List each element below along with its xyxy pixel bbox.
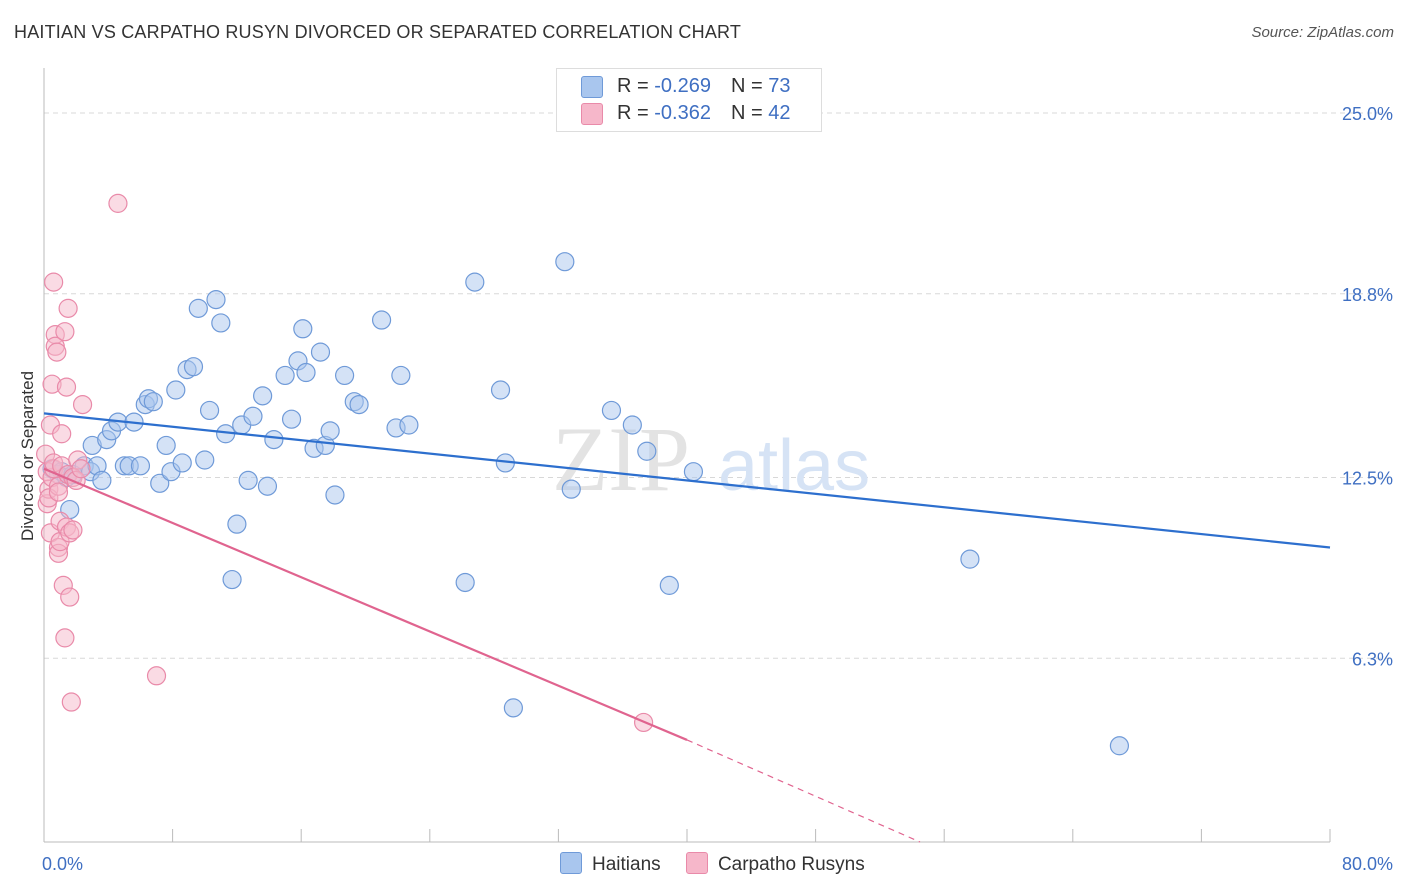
trend-layer (43, 412, 1331, 843)
haitian-point (275, 365, 295, 386)
haitian-point (130, 456, 151, 476)
legend-r-label: R = (617, 75, 655, 97)
series-swatch-pink (685, 852, 708, 874)
y-tick-label: 18.8% (1342, 285, 1393, 305)
haitian-point (206, 290, 226, 310)
series-name: Haitians (592, 854, 661, 875)
haitian-point (455, 572, 475, 593)
watermark-atlas: atlas (718, 426, 870, 506)
haitian-point (257, 476, 278, 496)
y-tick-label: 12.5% (1342, 468, 1393, 488)
y-tick-label: 6.3% (1352, 649, 1393, 669)
haitian-point (264, 429, 284, 450)
haitian-point (296, 362, 316, 383)
carpatho-point (61, 692, 81, 712)
carpatho-point (63, 520, 83, 540)
legend-r-value: -0.269 (654, 75, 711, 97)
series-legend: Haitians Carpatho Rusyns (560, 852, 885, 876)
haitian-point (683, 462, 704, 482)
series-swatch-blue (560, 852, 582, 874)
haitian-point (637, 441, 657, 461)
haitian-point (1109, 736, 1130, 756)
carpatho-point (108, 193, 128, 213)
legend-swatch-pink (581, 102, 603, 125)
haitian-point (92, 470, 112, 491)
x-tick-label-max: 80.0% (1342, 854, 1393, 874)
haitian-point (310, 342, 331, 362)
haitian-point (391, 365, 411, 386)
haitian-point (555, 252, 575, 272)
legend-n-value: 42 (768, 102, 791, 124)
carpatho-point (44, 272, 64, 292)
haitian-point (622, 415, 642, 435)
series-name: Carpatho Rusyns (717, 854, 865, 875)
haitian-point (960, 549, 980, 569)
series-legend-carpatho: Carpatho Rusyns (685, 852, 865, 876)
haitian-point (465, 272, 485, 292)
haitian-point (227, 514, 247, 534)
legend-r-value: -0.362 (654, 102, 711, 124)
carpatho-point (146, 666, 167, 686)
legend-row-haitians: R = -0.269 N = 73 (581, 75, 790, 99)
haitian-point (243, 406, 263, 426)
haitian-point (150, 473, 170, 493)
haitian-point (211, 313, 231, 333)
haitian-point (659, 575, 679, 595)
carpatho-point (52, 424, 72, 444)
haitian-point (183, 357, 204, 377)
haitian-point (503, 698, 523, 718)
haitian-point (188, 298, 208, 318)
haitian-point (143, 392, 163, 412)
haitian-point (172, 453, 192, 473)
source-label: Source: ZipAtlas.com (1251, 24, 1394, 41)
ticks-layer: 6.3% 12.5% 18.8% 25.0% 0.0% 80.0% (42, 104, 1393, 874)
grid-layer (44, 112, 1392, 659)
haitian-point (371, 310, 392, 330)
haitian-point (156, 435, 176, 456)
haitian-point (325, 485, 345, 505)
carpatho-point (58, 298, 78, 318)
haitian-point (490, 380, 511, 400)
carpatho-trend-extension (686, 739, 921, 843)
carpatho-point (48, 482, 69, 502)
carpatho-point (47, 342, 67, 362)
legend-n-label: N = (730, 102, 769, 124)
haitian-point (166, 380, 186, 400)
carpatho-point (55, 628, 75, 648)
haitian-point (601, 400, 622, 421)
legend-box: R = -0.269 N = 73 R = -0.362 N = 42 (556, 68, 822, 132)
haitian-point (195, 450, 215, 470)
haitian-point (253, 386, 273, 406)
haitian-point (281, 409, 302, 429)
haitian-point (293, 319, 313, 339)
haitian-point (238, 470, 258, 491)
haitian-point (335, 365, 355, 386)
haitian-trend-line (43, 412, 1331, 549)
carpatho-point (60, 587, 80, 607)
legend-swatch-blue (581, 75, 603, 98)
carpatho-point (71, 459, 91, 479)
points-layer (36, 193, 1130, 756)
legend-n-label: N = (730, 75, 769, 97)
haitian-point (561, 479, 581, 499)
carpatho-trend-line (43, 467, 688, 741)
carpatho-point (55, 322, 75, 342)
x-tick-label-min: 0.0% (42, 854, 83, 874)
y-axis-label: Divorced or Separated (18, 371, 37, 541)
haitian-point (320, 421, 340, 441)
series-legend-haitians: Haitians (560, 852, 661, 876)
haitian-point (349, 394, 369, 415)
chart-title: HAITIAN VS CARPATHO RUSYN DIVORCED OR SE… (14, 22, 742, 42)
carpatho-point (56, 377, 77, 397)
carpatho-point (72, 394, 93, 415)
legend-row-carpatho: R = -0.362 N = 42 (581, 102, 790, 126)
legend-r-label: R = (617, 102, 655, 124)
legend-n-value: 73 (768, 75, 791, 97)
haitian-point (199, 400, 220, 421)
y-tick-label: 25.0% (1342, 104, 1393, 124)
haitian-point (222, 569, 242, 590)
haitian-point (399, 415, 419, 435)
